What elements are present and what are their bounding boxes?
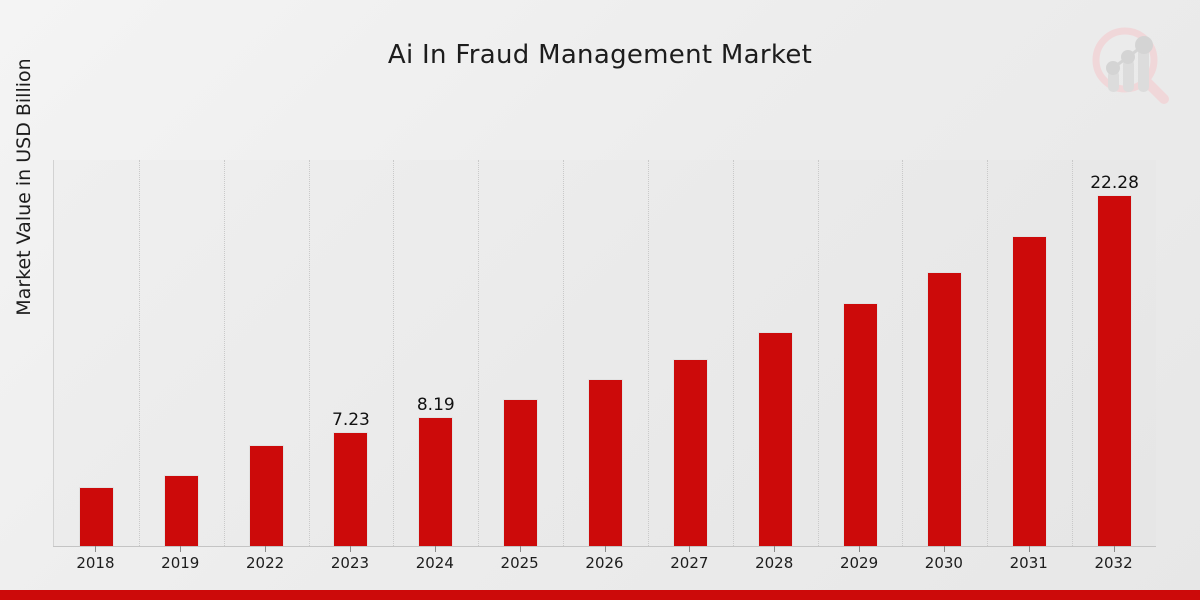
x-axis-label-2019: 2019 — [161, 554, 200, 572]
x-axis-label-2029: 2029 — [839, 554, 879, 572]
x-axis-tick — [180, 546, 182, 552]
x-axis-label-2026: 2026 — [585, 554, 624, 572]
gridline — [987, 160, 989, 546]
plot-area: 7.23 8.19 22.28 — [53, 160, 1156, 546]
x-axis-label-2024: 2024 — [415, 554, 454, 572]
x-axis-tick — [434, 546, 436, 552]
x-axis-tick — [1028, 546, 1030, 552]
gridline — [393, 160, 395, 546]
x-axis-label-2030: 2030 — [924, 554, 963, 572]
page-title: Ai In Fraud Management Market — [387, 40, 813, 70]
x-axis-tick — [774, 546, 776, 552]
gridline — [563, 160, 565, 546]
bar-2022[interactable] — [248, 445, 284, 546]
gridline — [1072, 160, 1074, 546]
bottom-accent-band — [0, 590, 1200, 600]
gridline — [138, 160, 140, 546]
x-axis-label-2025: 2025 — [500, 554, 539, 572]
bar-value-label-2024: 8.19 — [416, 394, 455, 415]
y-axis-title: Market Value in USD Billion — [13, 58, 35, 316]
bar-2028[interactable] — [757, 331, 793, 546]
x-axis-label-2023: 2023 — [330, 554, 370, 572]
bar-2018[interactable] — [78, 487, 114, 546]
x-axis-tick — [689, 546, 691, 552]
x-axis-tick — [349, 546, 351, 552]
bar-2025[interactable] — [503, 399, 539, 546]
bar-2029[interactable] — [842, 303, 878, 546]
bar-2026[interactable] — [588, 379, 623, 546]
gridline — [223, 160, 225, 546]
x-axis-label-2032: 2032 — [1094, 554, 1133, 572]
bar-2031[interactable] — [1012, 235, 1048, 546]
bar-2032[interactable]: 22.28 — [1090, 173, 1139, 546]
bar-2027[interactable] — [672, 358, 708, 546]
bar-2019[interactable] — [163, 475, 199, 546]
bar-value-label-2023: 7.23 — [332, 410, 370, 431]
x-axis-tick — [95, 546, 97, 552]
x-axis-label-2018: 2018 — [76, 554, 115, 572]
x-axis-tick — [859, 546, 861, 552]
gridline — [478, 160, 480, 546]
x-axis-label-2031: 2031 — [1009, 554, 1048, 572]
gridline — [732, 160, 734, 546]
bar-2024[interactable]: 8.19 — [417, 395, 455, 546]
x-axis-tick — [943, 546, 945, 552]
x-axis-tick — [604, 546, 606, 552]
bar-2023[interactable]: 7.23 — [332, 410, 370, 546]
gridline — [902, 160, 904, 546]
bar-2030[interactable] — [927, 271, 963, 546]
x-axis-label-2028: 2028 — [755, 554, 794, 572]
x-axis-tick — [265, 546, 267, 552]
x-axis-tick — [1113, 546, 1115, 552]
gridline — [647, 160, 649, 546]
x-axis-label-2022: 2022 — [246, 554, 285, 572]
gridline — [308, 160, 310, 546]
x-axis-label-2027: 2027 — [670, 554, 709, 572]
gridline — [817, 160, 819, 546]
x-axis-tick — [519, 546, 521, 552]
bar-value-label-2032: 22.28 — [1090, 172, 1139, 193]
